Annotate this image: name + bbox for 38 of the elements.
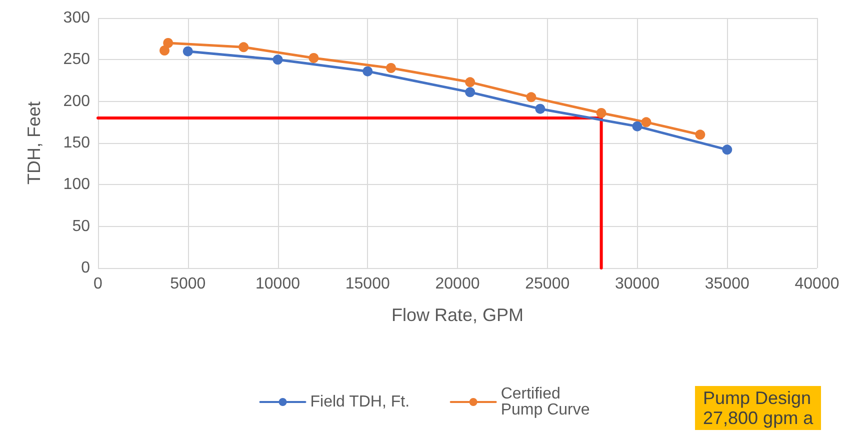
y-tick-label: 300 [63, 10, 90, 26]
x-tick-label: 40000 [794, 276, 840, 292]
point [362, 66, 373, 76]
y-tick-label: 250 [63, 51, 90, 68]
point [465, 77, 476, 88]
x-tick-label: 5000 [170, 276, 206, 292]
point [596, 108, 606, 118]
point [308, 53, 319, 63]
text: Pump Design 27,800 gpm a [695, 386, 822, 430]
x-axis-title: Flow Rate, GPM [391, 305, 524, 325]
x-tick-label: 35000 [704, 276, 750, 292]
point [182, 46, 193, 56]
point [526, 92, 536, 102]
x-tick-label: 15000 [345, 276, 390, 292]
point [465, 87, 476, 98]
x-tick-label: 20000 [435, 276, 480, 292]
y-axis-title: TDH, Feet [24, 101, 44, 185]
x-tick-label: 25000 [525, 276, 570, 292]
legend-label: Field TDH, Ft. [310, 394, 410, 410]
point [535, 104, 546, 114]
point [695, 130, 706, 140]
x-tick-label: 10000 [256, 276, 300, 292]
point [238, 42, 249, 52]
point [160, 46, 170, 56]
y-tick-label: 200 [63, 92, 90, 110]
point [641, 117, 652, 128]
point [632, 121, 642, 132]
point [722, 144, 732, 155]
x-tick-label: 30000 [615, 276, 660, 292]
legend-label: Certified Pump Curve [500, 386, 590, 418]
y-tick-label: 150 [63, 134, 90, 152]
y-tick-label: 0 [81, 260, 90, 276]
point [386, 63, 396, 73]
y-tick-label: 100 [63, 176, 90, 194]
y-tick-label: 50 [72, 218, 90, 235]
point [272, 54, 283, 65]
x-tick-label: 0 [94, 276, 103, 292]
point [163, 38, 174, 48]
